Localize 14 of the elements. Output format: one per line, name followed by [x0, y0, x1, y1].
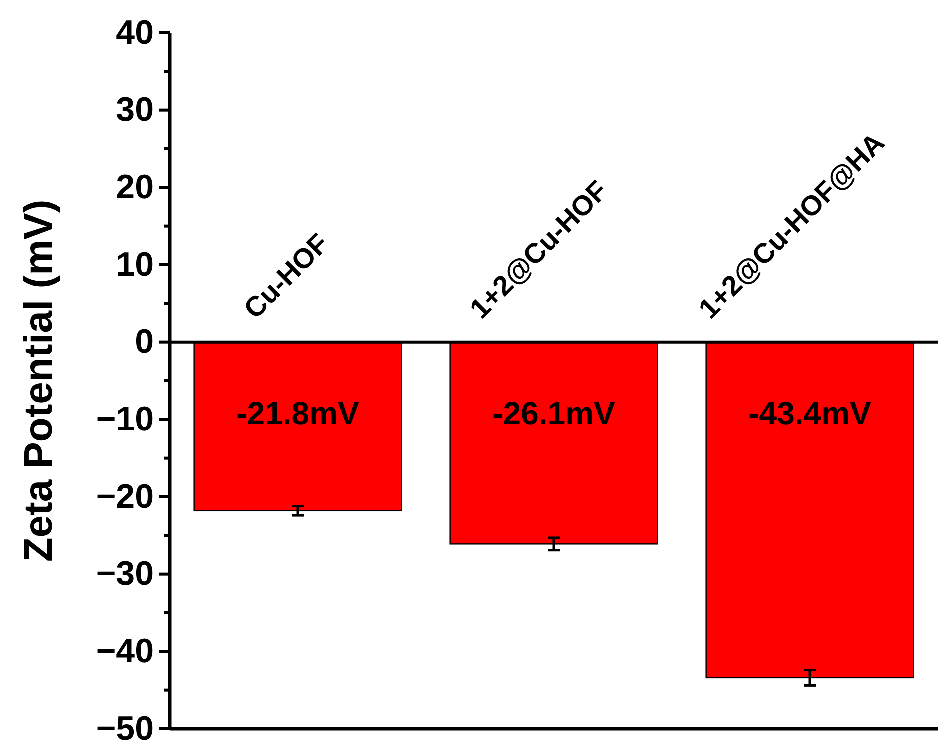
y-tick-label: −40: [96, 632, 154, 671]
data-label: -43.4mV: [748, 395, 872, 432]
y-tick-label: 30: [116, 91, 154, 130]
y-tick-label: 10: [116, 246, 154, 284]
y-tick-label: −30: [96, 555, 154, 594]
y-tick-label: 20: [116, 168, 154, 207]
data-label: -21.8mV: [236, 395, 360, 432]
data-label: -26.1mV: [492, 395, 616, 432]
y-tick-label: 0: [135, 323, 154, 362]
y-tick-label: 40: [116, 14, 154, 52]
y-tick-label: −10: [96, 400, 154, 439]
y-tick-label: −50: [96, 710, 154, 747]
y-axis-title: Zeta Potential (mV): [17, 200, 61, 562]
y-tick-label: −20: [96, 478, 154, 516]
